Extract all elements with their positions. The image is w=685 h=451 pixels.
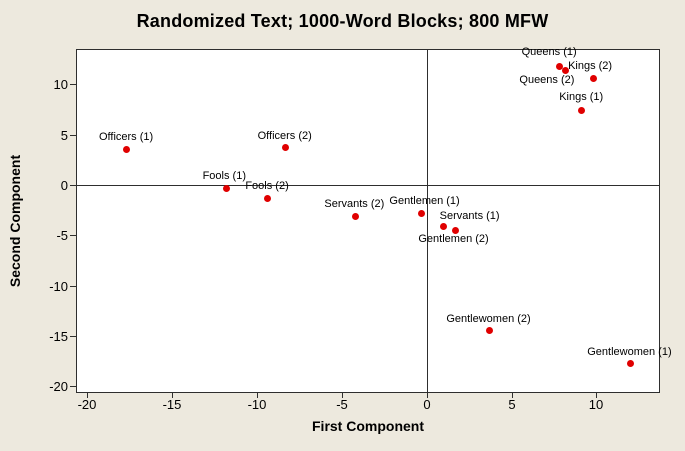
data-point-label: Queens (1) — [521, 46, 577, 59]
x-tick-label: 10 — [588, 397, 604, 412]
data-point-marker — [418, 209, 426, 217]
x-tick — [595, 393, 597, 398]
data-point-marker — [351, 212, 359, 220]
data-point-marker — [452, 226, 460, 234]
chart-title: Randomized Text; 1000-Word Blocks; 800 M… — [136, 11, 549, 31]
data-point-label: Gentlewomen (2) — [446, 312, 531, 325]
x-tick-label: 5 — [508, 397, 516, 412]
data-point-marker — [222, 184, 230, 192]
data-point-marker — [122, 146, 130, 154]
data-point-marker — [626, 359, 634, 367]
data-point-label: Gentlemen (2) — [418, 233, 489, 246]
data-point-marker — [263, 194, 271, 202]
x-axis-title: First Component — [312, 418, 424, 434]
data-point-marker — [577, 107, 585, 115]
x-tick — [86, 393, 88, 398]
x-tick — [511, 393, 513, 398]
y-tick — [70, 285, 76, 287]
data-point-label: Servants (2) — [324, 198, 385, 211]
x-tick-label: -10 — [247, 397, 267, 412]
data-point-marker — [440, 222, 448, 230]
data-point-marker — [486, 327, 493, 335]
y-tick-label: -20 — [49, 379, 68, 394]
x-tick-label: -20 — [77, 397, 97, 412]
y-axis-title: Second Component — [7, 154, 23, 288]
y-tick — [70, 184, 76, 186]
zero-line-vertical — [426, 49, 428, 393]
zero-line-horizontal — [76, 184, 660, 186]
x-tick — [171, 393, 173, 398]
y-tick-label: -10 — [49, 279, 68, 294]
y-tick — [70, 134, 76, 136]
y-tick — [70, 385, 76, 387]
data-point-label: Servants (1) — [439, 210, 500, 223]
x-tick-label: -15 — [162, 397, 182, 412]
y-tick-label: -15 — [49, 329, 68, 344]
y-tick — [70, 83, 76, 85]
data-point-label: Fools (2) — [245, 180, 289, 193]
x-tick — [256, 393, 258, 398]
y-tick — [70, 234, 76, 236]
data-point-label: Kings (1) — [559, 90, 604, 103]
y-tick-label: 5 — [60, 128, 68, 143]
data-point-marker — [282, 144, 290, 152]
y-tick-label: 10 — [53, 77, 68, 92]
data-point-marker — [555, 62, 563, 70]
plot-area — [76, 49, 660, 393]
y-tick — [70, 335, 76, 337]
data-point-label: Officers (1) — [98, 130, 154, 143]
data-point-label: Gentlemen (1) — [389, 195, 460, 208]
data-point-label: Officers (2) — [257, 129, 312, 142]
y-tick-label: -5 — [56, 228, 68, 243]
x-tick — [426, 393, 428, 398]
data-point-label: Kings (2) — [568, 60, 613, 73]
y-tick-label: 0 — [60, 178, 68, 193]
data-point-label: Queens (2) — [519, 74, 575, 87]
x-tick-label: -5 — [336, 397, 348, 412]
data-point-marker — [589, 74, 597, 82]
x-tick — [341, 393, 343, 398]
data-point-marker — [562, 66, 570, 74]
x-tick-label: 0 — [423, 397, 431, 412]
data-point-label: Fools (1) — [202, 170, 246, 182]
data-point-label: Gentlewomen (1) — [587, 346, 672, 359]
